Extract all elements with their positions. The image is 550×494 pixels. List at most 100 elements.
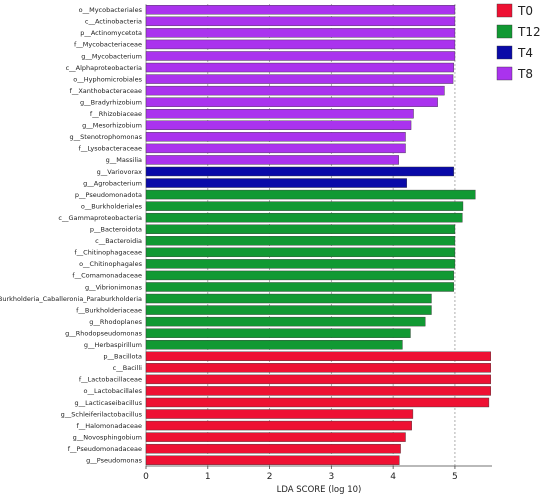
category-label: g__Rhodopseudomonas xyxy=(65,329,142,337)
bar xyxy=(145,374,491,385)
category-label: g__Mesorhizobium xyxy=(82,122,142,130)
x-axis-title: LDA SCORE (log 10) xyxy=(277,485,362,494)
bar xyxy=(145,397,490,408)
bar xyxy=(145,386,491,396)
category-label: c__Alphaproteobacteria xyxy=(66,64,142,72)
category-label: g__Variovorax xyxy=(97,168,142,176)
bar xyxy=(145,409,414,419)
category-label: o__Burkholderiales xyxy=(81,202,143,210)
category-label: g__Burkholderia_Caballeronia_Paraburkhol… xyxy=(0,295,142,303)
category-label: f__Mycobacteriaceae xyxy=(74,41,142,49)
category-label: o__Mycobacteriales xyxy=(79,6,143,14)
legend-swatch xyxy=(496,24,513,39)
legend-swatch xyxy=(496,66,513,81)
bar xyxy=(145,316,426,327)
bar xyxy=(145,201,464,211)
x-tick-label: 4 xyxy=(390,472,396,482)
category-label: g__Herbaspirillum xyxy=(84,341,142,349)
bar xyxy=(145,328,411,338)
category-label: o__Lactobacillales xyxy=(84,387,143,395)
bar xyxy=(145,443,401,454)
x-tick-label: 1 xyxy=(205,472,211,482)
category-label: f__Lysobacteraceae xyxy=(79,145,142,153)
category-label: g__Mycobacterium xyxy=(81,52,142,60)
bar xyxy=(145,247,456,258)
bar xyxy=(145,39,456,50)
bar xyxy=(145,212,463,223)
bar xyxy=(145,293,432,304)
bar xyxy=(145,259,456,269)
bar xyxy=(145,351,491,361)
bar xyxy=(145,189,476,200)
legend-label: T0 xyxy=(517,4,533,18)
category-label: f__Rhizobiaceae xyxy=(90,110,142,118)
category-label: g__Schleiferilactobacillus xyxy=(61,410,143,418)
category-label: p__Bacillota xyxy=(103,353,142,361)
bar xyxy=(145,28,456,38)
legend-label: T4 xyxy=(517,46,533,60)
bar xyxy=(145,224,456,234)
bar xyxy=(145,455,400,465)
bar xyxy=(145,97,438,107)
category-label: o__Hyphomicrobiales xyxy=(73,75,142,83)
bars-layer xyxy=(145,5,491,465)
bar xyxy=(145,62,454,73)
category-label: f__Burkholderiaceae xyxy=(76,306,142,314)
category-label: c__Bacilli xyxy=(113,364,143,372)
legend-swatch xyxy=(496,3,513,18)
bar xyxy=(145,155,399,165)
category-labels: o__Mycobacteriales c__Actinobacteria p__Ac… xyxy=(0,6,143,464)
bar xyxy=(145,85,445,96)
bar xyxy=(145,109,414,119)
category-label: g__Bradyrhizobium xyxy=(80,98,142,106)
category-label: g__Rhodoplanes xyxy=(89,318,142,326)
category-label: g__Massilia xyxy=(106,156,142,164)
bar xyxy=(145,51,456,61)
bar xyxy=(145,74,454,84)
bar xyxy=(145,16,456,27)
category-label: f__Halomonadaceae xyxy=(76,422,142,430)
category-label: p__Actinomycetota xyxy=(80,29,142,37)
category-label: f__Lactobacillaceae xyxy=(79,376,142,384)
category-label: c__Actinobacteria xyxy=(85,18,142,26)
category-label: f__Comamonadaceae xyxy=(72,272,142,280)
x-tick-label: 3 xyxy=(328,472,334,482)
bar xyxy=(145,120,412,130)
category-label: g__Stenotrophomonas xyxy=(70,133,143,141)
x-tick-label: 0 xyxy=(143,472,149,482)
bar xyxy=(145,132,406,142)
category-label: g__Pseudomonas xyxy=(86,457,142,465)
category-label: c__Bacteroidia xyxy=(95,237,142,245)
bar xyxy=(145,236,456,246)
bar xyxy=(145,143,406,154)
bar xyxy=(145,166,454,177)
category-label: p__Pseudomonadota xyxy=(75,191,142,199)
bar xyxy=(145,432,406,442)
x-tick-label: 5 xyxy=(452,472,458,482)
category-label: g__Novosphingobium xyxy=(73,433,142,441)
bar xyxy=(145,282,454,292)
x-axis: 0 1 2 3 4 5 xyxy=(143,465,492,482)
bar xyxy=(145,5,456,15)
category-label: p__Bacteroidota xyxy=(90,226,142,234)
category-label: g__Agrobacterium xyxy=(83,179,142,187)
category-label: o__Chitinophagales xyxy=(79,260,143,268)
category-label: f__Pseudomonadaceae xyxy=(68,445,142,453)
category-label: f__Xanthobacteraceae xyxy=(70,87,142,95)
category-label: g__Lacticaseibacillus xyxy=(74,399,142,407)
bar xyxy=(145,363,491,373)
legend: T0 T12 T4 T8 xyxy=(496,3,541,81)
category-label: g__Vibrionimonas xyxy=(85,283,143,291)
legend-swatch xyxy=(496,45,513,60)
bar xyxy=(145,270,454,281)
bar xyxy=(145,178,407,188)
legend-label: T12 xyxy=(517,25,541,39)
bar xyxy=(145,420,412,431)
category-label: c__Gammaproteobacteria xyxy=(58,214,142,222)
category-label: f__Chitinophagaceae xyxy=(74,249,142,257)
grid-layer xyxy=(145,4,456,466)
legend-label: T8 xyxy=(517,67,533,81)
bar xyxy=(145,305,432,315)
x-tick-label: 2 xyxy=(267,472,273,482)
